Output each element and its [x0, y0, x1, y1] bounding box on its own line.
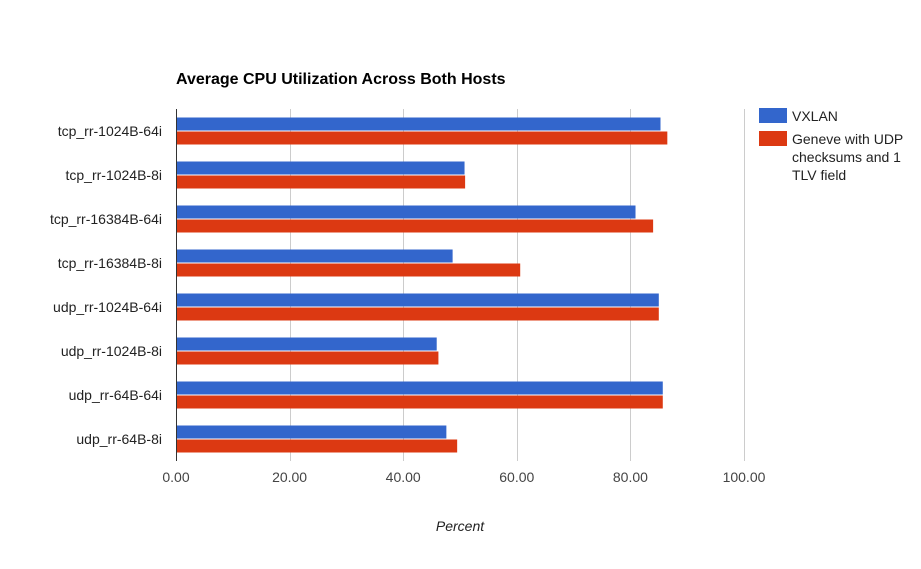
x-tick-label: 20.00 — [272, 469, 307, 485]
legend-label: VXLAN — [792, 108, 838, 124]
category-label: udp_rr-1024B-64i — [53, 299, 162, 315]
category-label: udp_rr-64B-64i — [69, 387, 162, 403]
legend-swatch — [759, 131, 787, 146]
category-label: tcp_rr-1024B-8i — [66, 167, 163, 183]
chart-title: Average CPU Utilization Across Both Host… — [176, 71, 506, 88]
bar-geneve — [177, 439, 458, 453]
x-tick-label: 60.00 — [499, 469, 534, 485]
bars — [177, 117, 668, 453]
bar-vxlan — [177, 381, 663, 395]
bar-vxlan — [177, 117, 661, 131]
bar-vxlan — [177, 293, 659, 307]
bar-geneve — [177, 307, 659, 321]
category-label: udp_rr-1024B-8i — [61, 343, 162, 359]
category-label: tcp_rr-16384B-64i — [50, 211, 162, 227]
x-tick-label: 40.00 — [386, 469, 421, 485]
bar-geneve — [177, 351, 439, 365]
x-tick-label: 80.00 — [613, 469, 648, 485]
x-tick-label: 0.00 — [162, 469, 189, 485]
bar-vxlan — [177, 161, 465, 175]
bar-geneve — [177, 395, 663, 409]
bar-geneve — [177, 219, 654, 233]
legend: VXLAN Geneve with UDP checksums and 1 TLV f… — [759, 108, 903, 183]
bar-vxlan — [177, 205, 636, 219]
bar-vxlan — [177, 425, 447, 439]
legend-label: Geneve with UDP — [792, 131, 903, 147]
x-axis-label: Percent — [436, 518, 485, 534]
x-tick-labels: 0.00 20.00 40.00 60.00 80.00 100.00 — [162, 469, 765, 485]
legend-label: TLV field — [792, 167, 846, 183]
bar-vxlan — [177, 337, 437, 351]
category-labels: tcp_rr-1024B-64i tcp_rr-1024B-8i tcp_rr-16… — [50, 123, 162, 447]
category-label: tcp_rr-16384B-8i — [58, 255, 162, 271]
bar-vxlan — [177, 249, 453, 263]
legend-label: checksums and 1 — [792, 149, 901, 165]
legend-swatch — [759, 108, 787, 123]
bar-geneve — [177, 263, 521, 277]
category-label: tcp_rr-1024B-64i — [58, 123, 162, 139]
bar-geneve — [177, 175, 466, 189]
x-tick-label: 100.00 — [723, 469, 766, 485]
bar-geneve — [177, 131, 668, 145]
category-label: udp_rr-64B-8i — [76, 431, 162, 447]
